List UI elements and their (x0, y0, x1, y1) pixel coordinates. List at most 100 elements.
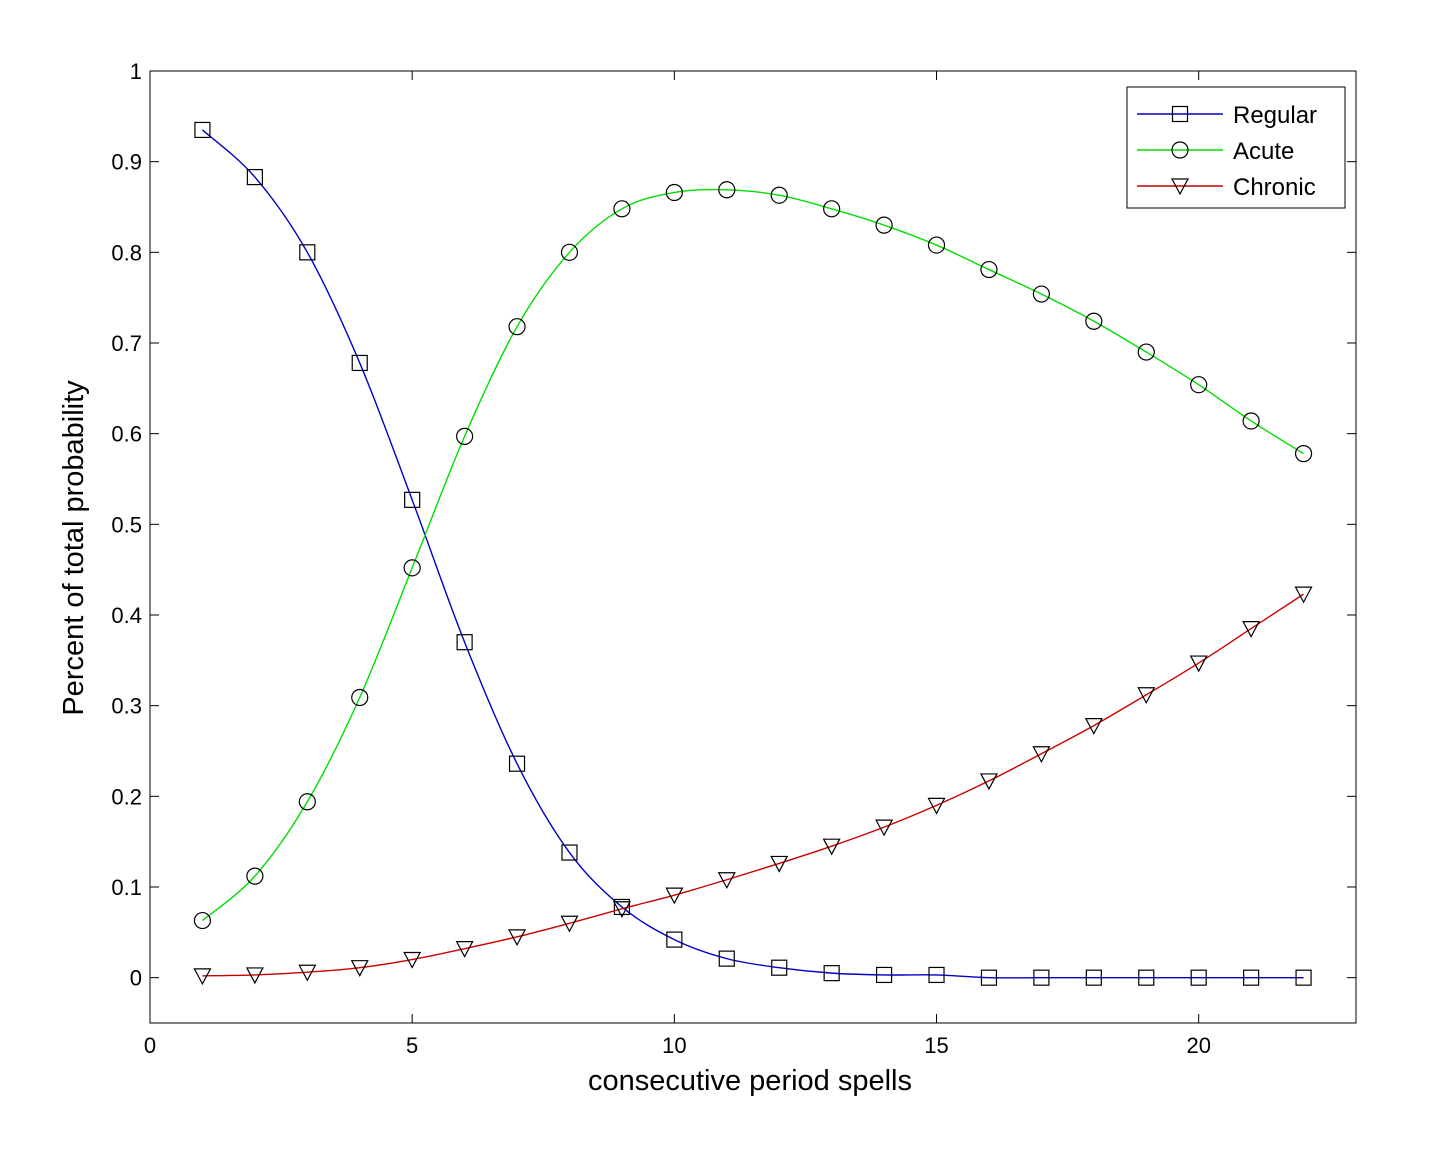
data-point-acute (560, 243, 579, 261)
series-line-chronic (202, 593, 1304, 977)
data-point-chronic (979, 773, 998, 791)
data-point-regular (1190, 969, 1207, 986)
data-point-chronic (875, 819, 894, 837)
data-point-chronic (193, 968, 212, 986)
data-point-chronic (822, 838, 841, 856)
data-point-chronic (298, 964, 317, 982)
data-point-acute (1032, 285, 1050, 303)
data-point-chronic (508, 929, 527, 947)
data-point-acute (927, 236, 946, 254)
data-point-acute (508, 318, 526, 336)
series-line-acute (201, 188, 1304, 922)
data-point-regular (404, 491, 421, 508)
data-point-acute (351, 688, 369, 707)
legend-label-chronic: Chronic (1233, 174, 1316, 201)
data-point-regular (194, 121, 211, 139)
data-point-regular (299, 244, 316, 261)
legend-marker-acute (1171, 141, 1189, 159)
data-point-regular (508, 755, 526, 772)
legend-item-chronic: Chronic (1137, 174, 1316, 201)
data-point-chronic (1137, 687, 1156, 705)
data-point-regular (771, 959, 788, 976)
series-layer (193, 121, 1313, 986)
data-point-regular (1085, 969, 1102, 986)
data-point-acute (1137, 343, 1155, 361)
x-tick-label: 0 (144, 1033, 156, 1058)
data-point-acute (613, 200, 631, 218)
x-tick-label: 15 (924, 1033, 948, 1058)
data-point-acute (298, 793, 316, 811)
data-point-chronic (1189, 655, 1208, 673)
data-point-regular (1033, 969, 1050, 986)
data-point-regular (823, 965, 840, 982)
series-chronic (193, 586, 1313, 986)
x-axis-label: consecutive period spells (588, 1065, 912, 1097)
legend-marker-chronic (1171, 178, 1189, 196)
data-point-regular (1295, 969, 1312, 986)
data-point-chronic (455, 941, 474, 958)
data-point-chronic (403, 951, 422, 969)
data-point-acute (456, 427, 474, 445)
y-tick-label: 0.9 (111, 150, 142, 175)
x-tick-label: 20 (1186, 1033, 1210, 1058)
data-point-regular (718, 950, 735, 967)
data-point-chronic (612, 901, 631, 919)
data-point-acute (718, 181, 736, 199)
y-tick-label: 0.6 (111, 422, 142, 447)
data-point-chronic (245, 967, 264, 985)
x-tick-label: 10 (662, 1033, 686, 1058)
data-point-acute (193, 911, 212, 930)
series-regular (194, 121, 1312, 986)
data-point-chronic (350, 960, 369, 977)
data-point-acute (403, 559, 421, 577)
data-point-chronic (1294, 586, 1313, 604)
y-tick-label: 0.1 (111, 875, 142, 900)
y-tick-label: 0.4 (111, 603, 142, 628)
data-point-chronic (1032, 746, 1051, 763)
data-point-regular (246, 168, 263, 186)
axis-ticks: 0 5 10 15 20 0 0.1 0.2 0.3 0.4 0.5 0.6 0.7 0.8 0.9 1 (111, 59, 1356, 1058)
data-point-regular (980, 969, 998, 986)
data-point-chronic (927, 797, 946, 815)
data-point-acute (246, 867, 264, 885)
data-point-regular (351, 354, 368, 372)
data-point-regular (561, 844, 578, 861)
y-axis-label: Percent of total probability (58, 380, 90, 716)
legend-marker-regular (1171, 105, 1189, 123)
data-point-acute (1242, 412, 1260, 430)
data-point-chronic (1084, 718, 1103, 735)
data-point-chronic (560, 915, 579, 933)
y-tick-label: 0.5 (111, 512, 142, 537)
y-tick-label: 0.7 (111, 331, 142, 356)
data-point-regular (456, 634, 473, 651)
data-point-acute (1190, 376, 1208, 394)
data-point-regular (928, 966, 945, 984)
data-point-regular (1138, 969, 1155, 986)
x-tick-label: 5 (406, 1033, 418, 1058)
data-point-acute (665, 183, 683, 202)
data-point-chronic (1242, 620, 1261, 638)
y-tick-label: 0 (130, 966, 142, 991)
data-point-regular (875, 966, 893, 984)
series-acute (193, 181, 1313, 930)
data-point-acute (875, 216, 893, 234)
data-point-acute (980, 260, 998, 279)
series-line-regular (201, 129, 1304, 979)
data-point-chronic (665, 887, 684, 905)
plot-area (149, 70, 1357, 1024)
data-point-acute (770, 186, 788, 204)
legend: Regular Acute Chronic (1126, 86, 1346, 209)
y-tick-label: 0.8 (111, 240, 142, 265)
legend-item-regular: Regular (1137, 102, 1317, 129)
data-point-acute (1085, 312, 1103, 330)
legend-label-acute: Acute (1233, 138, 1294, 165)
y-tick-label: 1 (130, 59, 142, 84)
y-tick-label: 0.3 (111, 694, 142, 719)
data-point-regular (666, 931, 683, 948)
y-tick-label: 0.2 (111, 784, 142, 809)
legend-box (1126, 86, 1346, 209)
data-point-chronic (717, 872, 736, 890)
data-point-acute (823, 200, 841, 218)
data-point-chronic (770, 855, 789, 873)
